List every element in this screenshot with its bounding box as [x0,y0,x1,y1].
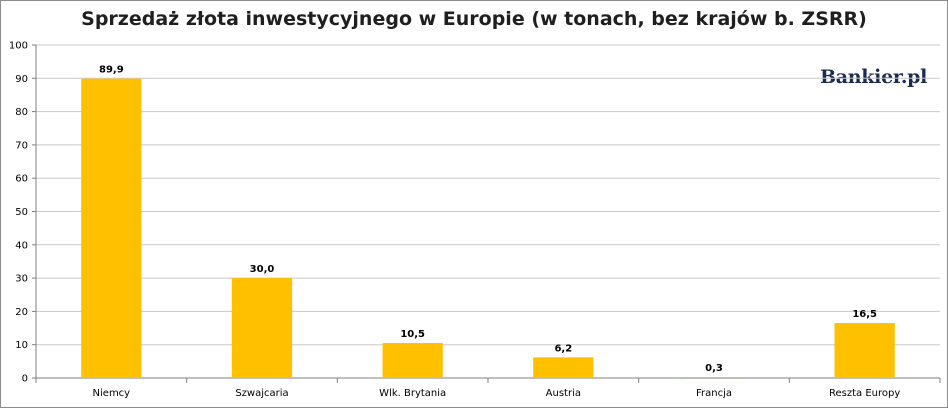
category-label: Wlk. Brytania [379,388,446,399]
category-label: Reszta Europy [829,388,900,399]
y-tick-label: 0 [22,374,28,385]
category-label: Szwajcaria [235,388,288,399]
bar [81,78,142,379]
y-tick-label: 70 [15,140,28,151]
data-label: 0,3 [705,363,723,374]
y-tick-label: 90 [15,74,28,85]
data-label: 30,0 [250,264,275,275]
bar [533,357,594,378]
chart-title: Sprzedaż złota inwestycyjnego w Europie … [81,8,867,30]
y-tick-label: 30 [15,274,28,285]
y-tick-label: 20 [15,307,28,318]
y-tick-label: 100 [9,41,28,52]
data-label: 6,2 [554,343,572,354]
bar [834,323,895,378]
y-tick-label: 50 [15,207,28,218]
category-label: Francja [696,388,732,399]
bar [683,377,745,378]
y-tick-label: 60 [15,174,28,185]
y-tick-label: 10 [15,340,28,351]
category-label: Austria [546,388,581,399]
data-label: 16,5 [852,309,877,320]
data-label: 89,9 [99,65,124,76]
data-label: 10,5 [400,329,425,340]
bar [382,343,443,378]
y-tick-label: 40 [15,240,28,251]
y-tick-label: 80 [15,107,28,118]
bankier-logo: Bankier.pl [820,66,928,88]
bar [231,278,293,378]
category-label: Niemcy [93,388,131,399]
